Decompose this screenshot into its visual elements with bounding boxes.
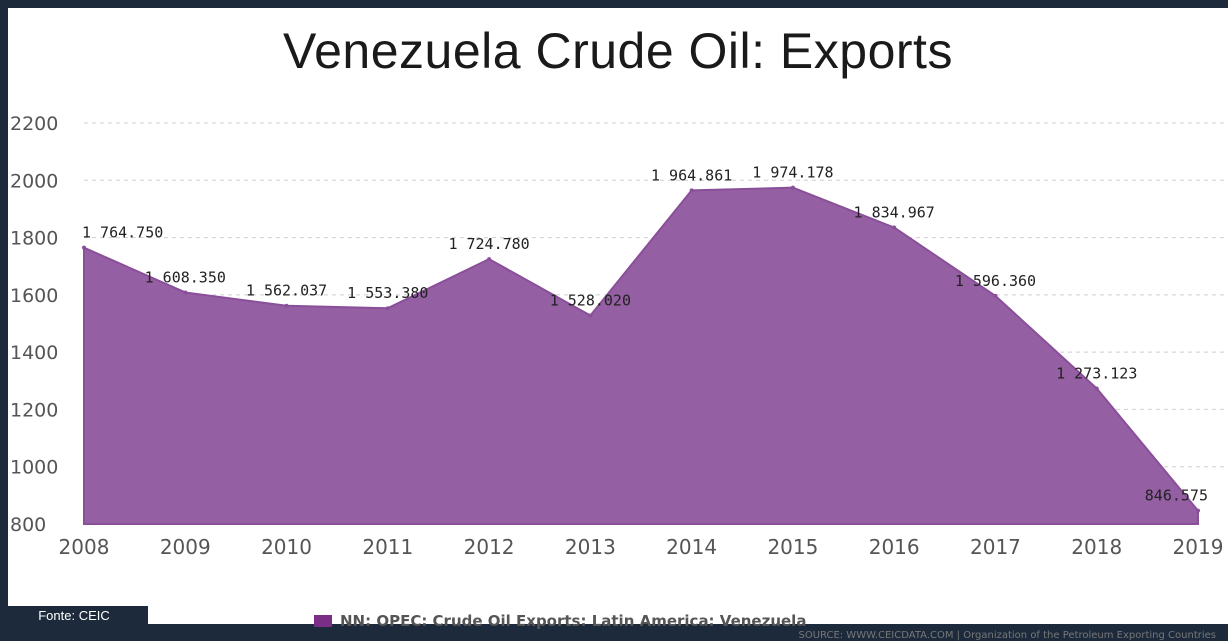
data-label: 1 528.020 [550, 291, 631, 309]
data-label: 1 834.967 [854, 204, 935, 222]
data-point [82, 245, 86, 250]
y-tick-label: 1200 [10, 399, 58, 421]
data-label: 1 273.123 [1056, 364, 1137, 382]
legend[interactable]: NN: OPEC: Crude Oil Exports: Latin Ameri… [314, 610, 806, 632]
y-tick-label: 1800 [10, 228, 58, 250]
data-label: 846.575 [1145, 487, 1208, 505]
fonte-label: Fonte: CEIC [0, 606, 148, 624]
x-tick-label: 2018 [1071, 535, 1122, 559]
x-tick-label: 2013 [565, 535, 616, 559]
y-tick-label: 1400 [10, 342, 58, 364]
x-tick-label: 2015 [767, 535, 818, 559]
y-tick-label: 2200 [10, 113, 58, 135]
chart-title: Venezuela Crude Oil: Exports [283, 23, 953, 79]
x-tick-label: 2009 [160, 535, 211, 559]
series-area [83, 186, 1199, 525]
legend-label: NN: OPEC: Crude Oil Exports: Latin Ameri… [340, 612, 807, 630]
data-label: 1 974.178 [752, 164, 833, 182]
data-point [284, 303, 289, 308]
x-tick-label: 2017 [970, 535, 1021, 559]
data-label: 1 724.780 [448, 235, 529, 253]
data-point [1196, 508, 1200, 513]
x-tick-label: 2011 [362, 535, 413, 559]
data-label: 1 608.350 [145, 268, 226, 286]
chart-frame: Venezuela Crude Oil: Exports 800 1000 1200… [8, 8, 1228, 630]
y-tick-label: 1000 [10, 457, 58, 479]
data-point [892, 225, 897, 230]
data-point [588, 313, 593, 318]
data-label: 1 764.750 [82, 224, 163, 242]
data-point [1094, 386, 1099, 391]
data-point [385, 306, 390, 311]
data-label: 1 596.360 [955, 272, 1036, 290]
legend-swatch [314, 615, 332, 627]
y-tick-label: 800 [10, 514, 46, 536]
data-label: 1 562.037 [246, 282, 327, 300]
x-tick-label: 2010 [261, 535, 312, 559]
source-note: SOURCE: WWW.CEICDATA.COM | Organization … [798, 630, 1216, 641]
x-tick-label: 2012 [464, 535, 515, 559]
data-point [689, 188, 694, 193]
x-tick-label: 2008 [59, 535, 110, 559]
data-label: 1 553.380 [347, 284, 428, 302]
x-tick-label: 2016 [869, 535, 920, 559]
data-point [993, 293, 998, 298]
chart-plot: 800 1000 1200 1400 1600 1800 2000 2200 2008 2009 2… [10, 113, 1228, 559]
data-point [487, 257, 492, 262]
y-tick-label: 1600 [10, 285, 58, 307]
data-label: 1 964.861 [651, 166, 732, 184]
y-tick-label: 2000 [10, 170, 58, 192]
data-point [790, 185, 795, 190]
x-tick-label: 2019 [1173, 535, 1224, 559]
x-tick-label: 2014 [666, 535, 717, 559]
data-point [183, 290, 188, 295]
